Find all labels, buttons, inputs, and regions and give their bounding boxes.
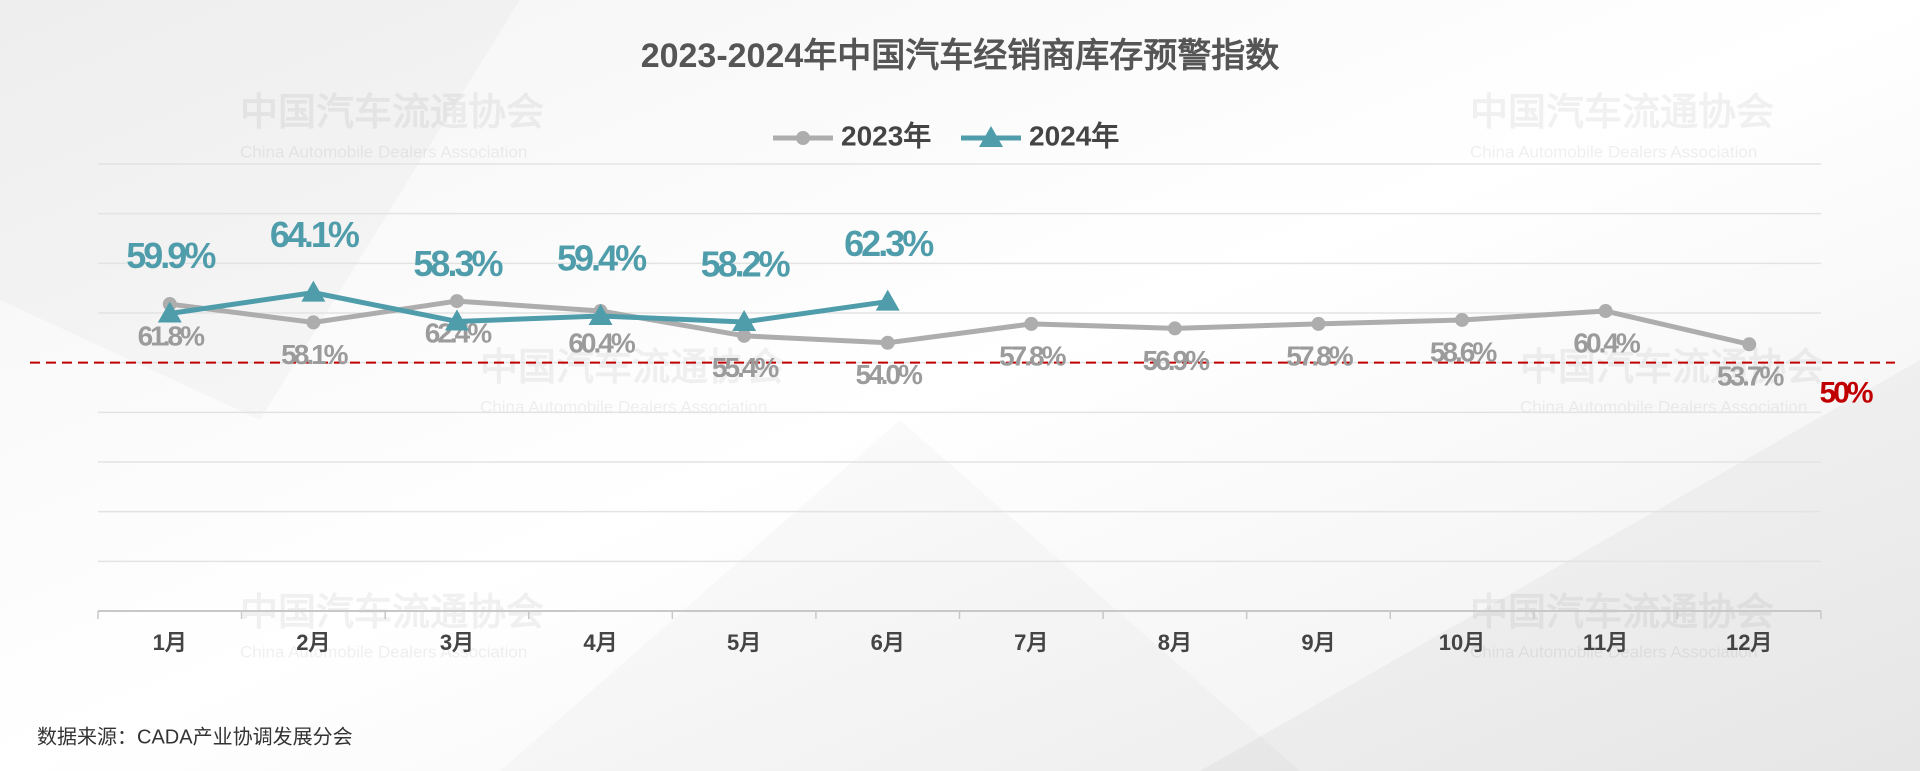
data-label: 64.1% bbox=[270, 214, 360, 255]
data-point bbox=[732, 309, 757, 331]
watermark-cn: 中国汽车流通协会 bbox=[480, 347, 784, 389]
data-label: 58.6% bbox=[1430, 336, 1497, 367]
data-point bbox=[1311, 316, 1326, 331]
legend-marker bbox=[796, 131, 810, 145]
watermark-en: China Automobile Dealers Association bbox=[1470, 642, 1757, 661]
data-point bbox=[449, 294, 464, 309]
watermark-en: China Automobile Dealers Association bbox=[240, 642, 527, 661]
data-point bbox=[301, 280, 326, 302]
legend-label: 2024年 bbox=[1029, 119, 1119, 151]
watermark-cn: 中国汽车流通协会 bbox=[1520, 347, 1824, 389]
legend-label: 2023年 bbox=[841, 119, 931, 151]
data-point bbox=[588, 303, 613, 325]
data-label: 59.4% bbox=[557, 237, 647, 278]
watermark-en: China Automobile Dealers Association bbox=[240, 142, 527, 161]
data-label: 61.8% bbox=[138, 320, 205, 351]
watermark-en: China Automobile Dealers Association bbox=[480, 397, 767, 416]
source-note: 数据来源：CADA产业协调发展分会 bbox=[37, 725, 353, 748]
x-tick-label: 9月 bbox=[1301, 630, 1335, 655]
data-label: 55.4% bbox=[712, 352, 779, 383]
reference-label: 50% bbox=[1819, 377, 1872, 410]
x-tick-label: 12月 bbox=[1726, 630, 1772, 655]
series-line bbox=[169, 298, 1750, 347]
data-label: 59.9% bbox=[126, 235, 216, 276]
watermarks: 中国汽车流通协会 China Automobile Dealers Associa… bbox=[240, 92, 1824, 661]
data-label: 60.4% bbox=[1573, 327, 1640, 358]
data-point bbox=[306, 315, 321, 330]
data-point bbox=[1598, 304, 1613, 319]
x-tick-label: 1月 bbox=[153, 630, 187, 655]
data-label: 58.2% bbox=[701, 243, 791, 284]
data-label: 58.1% bbox=[281, 339, 348, 370]
x-tick-label: 6月 bbox=[871, 630, 905, 655]
legend-marker bbox=[979, 126, 1003, 147]
data-label: 57.8% bbox=[999, 340, 1066, 371]
data-point bbox=[875, 289, 900, 311]
watermark-en: China Automobile Dealers Association bbox=[1470, 142, 1757, 161]
watermark-cn: 中国汽车流通协会 bbox=[1470, 92, 1774, 134]
data-point bbox=[1167, 321, 1182, 336]
watermark-cn: 中国汽车流通协会 bbox=[240, 592, 544, 634]
x-tick-label: 10月 bbox=[1439, 630, 1485, 655]
data-label: 56.9% bbox=[1143, 345, 1210, 376]
x-tick-label: 8月 bbox=[1158, 630, 1192, 655]
x-tick-label: 4月 bbox=[583, 630, 617, 655]
data-label: 53.7% bbox=[1717, 361, 1784, 392]
data-point bbox=[157, 301, 182, 323]
data-label: 54.0% bbox=[856, 359, 923, 390]
data-point bbox=[1024, 316, 1039, 331]
data-label: 57.8% bbox=[1286, 340, 1353, 371]
watermark-cn: 中国汽车流通协会 bbox=[1470, 592, 1774, 634]
chart-title: 2023-2024年中国汽车经销商库存预警指数 bbox=[641, 37, 1280, 75]
series-line bbox=[169, 290, 889, 325]
x-tick-label: 7月 bbox=[1014, 630, 1048, 655]
data-point bbox=[1742, 337, 1757, 352]
data-point bbox=[444, 309, 469, 331]
data-label: 62.3% bbox=[844, 223, 934, 264]
x-tick-label: 3月 bbox=[440, 630, 474, 655]
watermark-en: China Automobile Dealers Association bbox=[1520, 397, 1807, 416]
data-point bbox=[1455, 312, 1470, 327]
x-tick-label: 2月 bbox=[296, 630, 330, 655]
data-label: 60.4% bbox=[568, 327, 635, 358]
data-point bbox=[737, 328, 752, 343]
x-tick-label: 11月 bbox=[1583, 630, 1628, 655]
data-label: 58.3% bbox=[413, 243, 503, 284]
x-tick-label: 5月 bbox=[727, 630, 761, 655]
watermark-cn: 中国汽车流通协会 bbox=[240, 92, 544, 134]
data-point bbox=[880, 335, 895, 350]
